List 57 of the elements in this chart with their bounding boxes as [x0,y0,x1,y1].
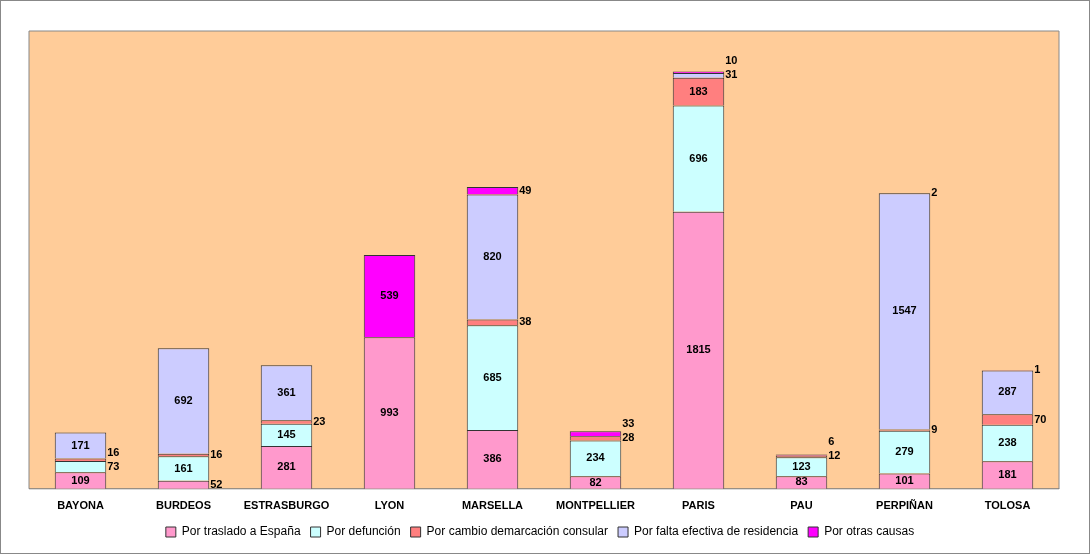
x-tick-label: PARIS [682,499,715,512]
data-label: 1 [1034,363,1041,376]
data-label: 82 [589,475,602,488]
data-label: 2 [931,186,938,199]
data-label: 171 [71,438,90,451]
data-label: 28 [622,431,635,444]
data-label: 52 [210,477,223,490]
data-label: 1815 [686,343,711,356]
data-label: 696 [689,151,708,164]
legend-label: Por cambio demarcación consular [426,524,609,539]
data-label: 145 [277,427,296,440]
data-label: 287 [998,385,1017,398]
data-label: 361 [277,385,296,398]
data-label: 993 [380,406,399,419]
data-label: 279 [895,445,914,458]
data-label: 386 [483,452,502,465]
x-tick-label: ESTRASBURGO [243,499,330,512]
data-label: 109 [71,473,90,486]
data-label: 49 [519,183,532,196]
x-tick-label: PERPIÑAN [876,499,933,512]
data-label: 73 [107,459,120,472]
x-tick-label: BAYONA [57,499,104,512]
data-label: 183 [689,84,708,97]
x-tick-label: LYON [374,499,405,512]
data-label: 16 [210,448,223,461]
x-tick-label: MARSELLA [461,499,524,512]
data-label: 161 [174,461,193,474]
data-label: 33 [622,417,635,430]
x-tick-label: PAU [790,499,813,512]
x-tick-label: MONTPELLIER [556,499,635,512]
data-label: 70 [1034,412,1047,425]
data-label: 23 [313,415,326,428]
data-label: 539 [380,289,399,302]
data-label: 38 [519,315,532,328]
data-label: 692 [174,394,193,407]
x-tick-label: BURDEOS [155,499,212,512]
data-label: 234 [586,451,606,464]
data-label: 123 [792,459,811,472]
legend-label: Por falta efectiva de residencia [634,524,799,539]
legend-label: Por otras causas [824,524,915,539]
data-label: 83 [795,475,808,488]
data-label: 1547 [892,304,917,317]
data-label: 10 [725,54,738,67]
data-label: 101 [895,474,914,487]
data-label: 6 [828,435,835,448]
data-label: 820 [483,250,502,263]
data-label: 181 [998,468,1017,481]
data-label: 281 [277,460,296,473]
data-label: 31 [725,68,738,81]
data-label: 685 [483,370,502,383]
data-label: 12 [828,449,841,462]
data-label: 9 [931,423,938,436]
legend-label: Por traslado a España [181,524,301,539]
data-label: 16 [107,445,120,458]
x-tick-label: TOLOSA [984,499,1031,512]
legend-label: Por defunción [326,524,401,539]
data-label: 238 [998,436,1017,449]
